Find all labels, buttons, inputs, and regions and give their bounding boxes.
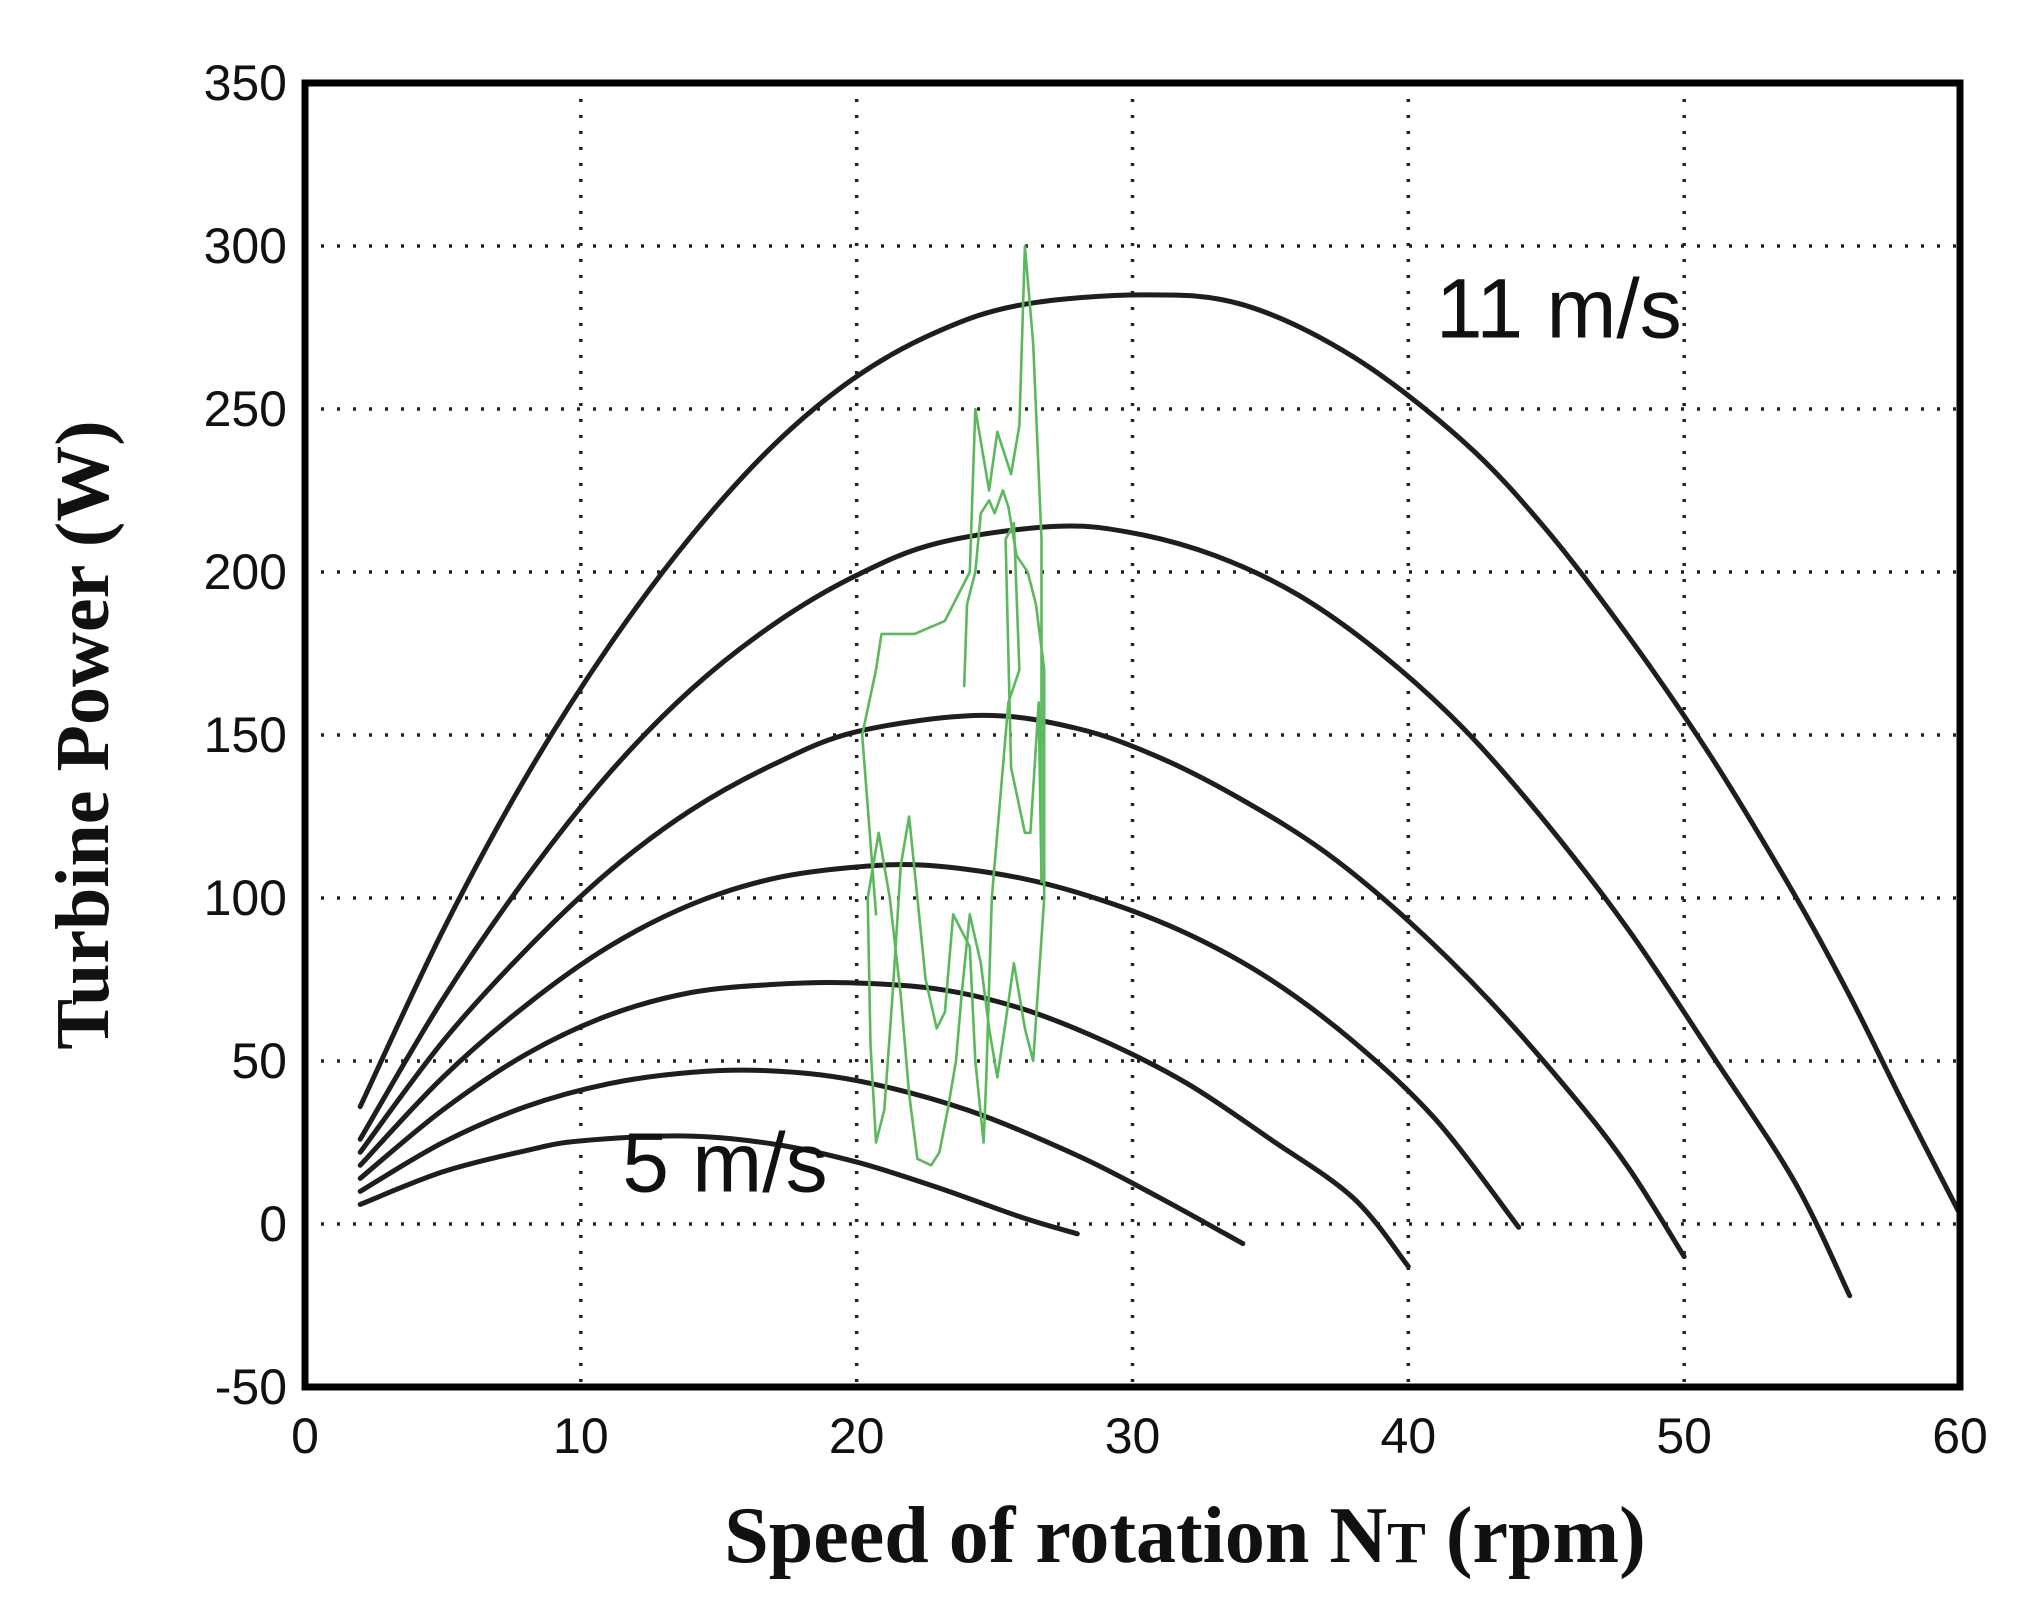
y-tick-label: 0 bbox=[259, 1196, 287, 1252]
y-tick-label: 50 bbox=[231, 1033, 287, 1089]
curve-annotation: 5 m/s bbox=[622, 1115, 827, 1209]
x-tick-label: 10 bbox=[553, 1408, 609, 1464]
power-curve-11-m-s bbox=[357, 292, 1963, 1217]
y-tick-label: 200 bbox=[204, 544, 287, 600]
curve-annotation: 11 m/s bbox=[1436, 261, 1682, 355]
y-tick-label: 350 bbox=[204, 55, 287, 111]
series-group bbox=[357, 244, 1963, 1299]
x-tick-label: 60 bbox=[1932, 1408, 1988, 1464]
trajectory-line bbox=[860, 244, 1046, 1167]
y-tick-label: -50 bbox=[215, 1359, 287, 1415]
y-axis-title: Turbine Power (W) bbox=[41, 420, 125, 1049]
y-tick-label: 150 bbox=[204, 707, 287, 763]
plot-area-border bbox=[301, 79, 1964, 1391]
y-tick-label: 250 bbox=[204, 381, 287, 437]
x-axis-title-unit: (rpm) bbox=[1426, 1492, 1646, 1580]
x-tick-label: 40 bbox=[1381, 1408, 1437, 1464]
y-tick-label: 100 bbox=[204, 870, 287, 926]
y-tick-label: 300 bbox=[204, 218, 287, 274]
power-curve-6-m-s bbox=[357, 1067, 1246, 1247]
x-axis-title-main: Speed of rotation N bbox=[724, 1492, 1387, 1580]
annotations: 11 m/s 5 m/s bbox=[622, 261, 1682, 1209]
x-tick-label: 20 bbox=[829, 1408, 885, 1464]
x-axis-title: Speed of rotation NT (rpm) bbox=[724, 1492, 1646, 1580]
x-axis-title-subscript: T bbox=[1387, 1510, 1426, 1575]
power-curve-8-m-s bbox=[357, 862, 1522, 1230]
x-tick-label: 30 bbox=[1105, 1408, 1161, 1464]
x-tick-label: 50 bbox=[1656, 1408, 1712, 1464]
power-curve-7-m-s bbox=[357, 979, 1411, 1269]
x-tick-label: 0 bbox=[291, 1408, 319, 1464]
power-curve-9-m-s bbox=[357, 712, 1687, 1260]
power-curve-10-m-s bbox=[357, 523, 1853, 1299]
power-curve-5-m-s bbox=[357, 1133, 1080, 1237]
